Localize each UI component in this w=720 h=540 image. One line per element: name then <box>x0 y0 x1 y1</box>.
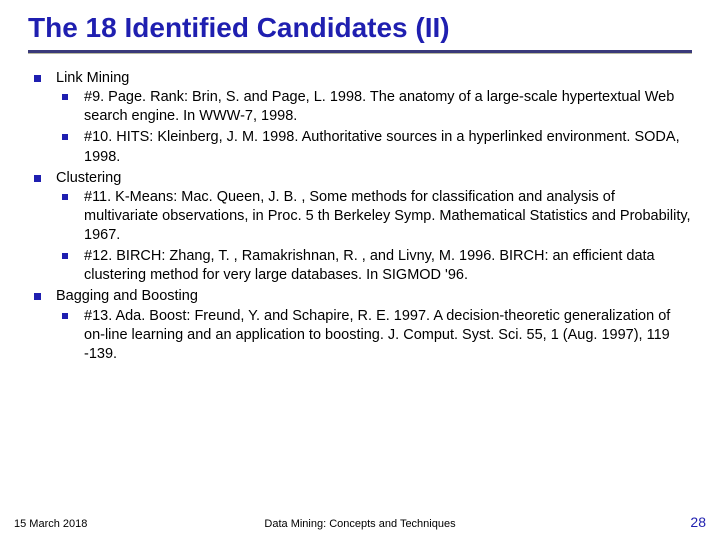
section-label: Clustering <box>56 170 121 186</box>
list-item: #12. BIRCH: Zhang, T. , Ramakrishnan, R.… <box>56 247 692 285</box>
section-link-mining: Link Mining #9. Page. Rank: Brin, S. and… <box>28 69 692 167</box>
footer-page-number: 28 <box>690 514 706 530</box>
section-label: Link Mining <box>56 70 129 86</box>
title-underline <box>28 50 692 53</box>
bullet-list-level2: #9. Page. Rank: Brin, S. and Page, L. 19… <box>56 88 692 167</box>
section-bagging-boosting: Bagging and Boosting #13. Ada. Boost: Fr… <box>28 287 692 364</box>
footer-date: 15 March 2018 <box>14 518 87 530</box>
bullet-list-level2: #11. K-Means: Mac. Queen, J. B. , Some m… <box>56 188 692 286</box>
section-label: Bagging and Boosting <box>56 288 198 304</box>
slide-content: Link Mining #9. Page. Rank: Brin, S. and… <box>28 69 692 364</box>
list-item: #10. HITS: Kleinberg, J. M. 1998. Author… <box>56 128 692 166</box>
slide: The 18 Identified Candidates (II) Link M… <box>0 0 720 540</box>
slide-title: The 18 Identified Candidates (II) <box>28 12 692 44</box>
footer-center: Data Mining: Concepts and Techniques <box>264 518 455 530</box>
bullet-list-level2: #13. Ada. Boost: Freund, Y. and Schapire… <box>56 307 692 364</box>
bullet-list-level1: Link Mining #9. Page. Rank: Brin, S. and… <box>28 69 692 364</box>
list-item: #13. Ada. Boost: Freund, Y. and Schapire… <box>56 307 692 364</box>
list-item: #9. Page. Rank: Brin, S. and Page, L. 19… <box>56 88 692 126</box>
list-item: #11. K-Means: Mac. Queen, J. B. , Some m… <box>56 188 692 245</box>
section-clustering: Clustering #11. K-Means: Mac. Queen, J. … <box>28 169 692 286</box>
